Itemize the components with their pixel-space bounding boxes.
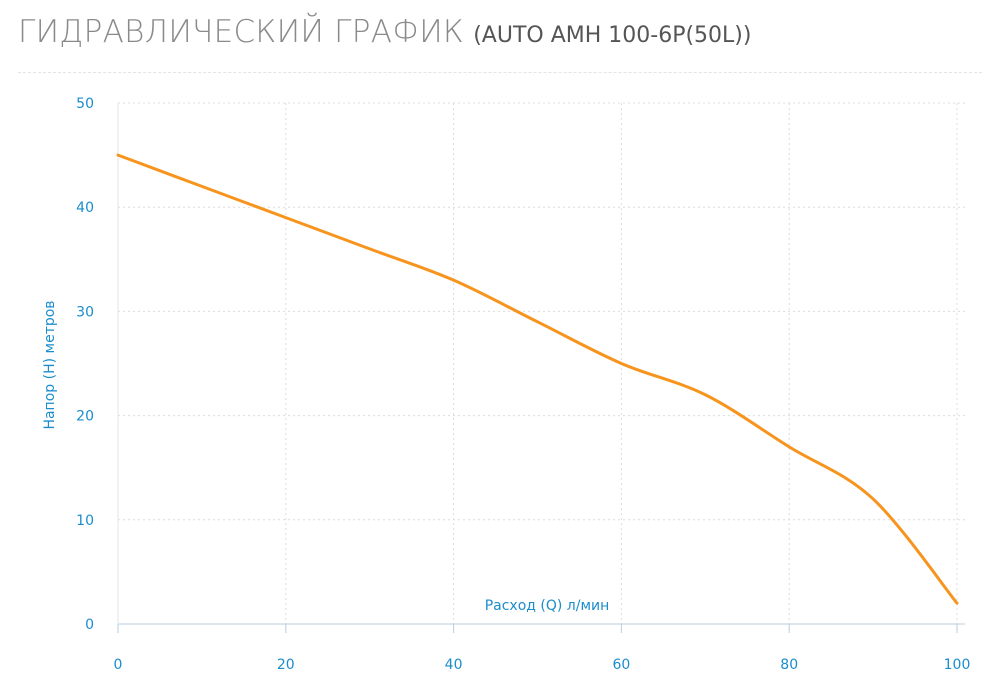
x-tick-label: 0 <box>114 657 123 673</box>
series-line <box>116 153 959 605</box>
chart-series <box>116 153 959 605</box>
y-tick-label: 10 <box>76 513 94 529</box>
y-axis-ticks: 0 10 20 30 40 50 <box>76 96 94 633</box>
y-tick-label: 30 <box>76 304 94 320</box>
x-axis-label: Расход (Q) л/мин <box>485 598 610 614</box>
header-divider <box>18 72 982 73</box>
x-tick-label: 80 <box>780 657 798 673</box>
y-tick-label: 40 <box>76 200 94 216</box>
y-tick-label: 50 <box>76 96 94 112</box>
y-tick-label: 20 <box>76 409 94 425</box>
y-axis-label: Напор (H) метров <box>42 300 58 429</box>
x-tick-label: 60 <box>612 657 630 673</box>
chart-axes <box>117 103 965 625</box>
y-tick-label: 0 <box>85 617 94 633</box>
x-tick-label: 100 <box>944 657 971 673</box>
chart-header: ГИДРАВЛИЧЕСКИЙ ГРАФИК (AUTO AMH 100-6P(5… <box>18 14 982 70</box>
x-tick-label: 40 <box>445 657 463 673</box>
page-title: ГИДРАВЛИЧЕСКИЙ ГРАФИК <box>18 14 465 50</box>
chart-grid <box>118 102 965 624</box>
model-subtitle: (AUTO AMH 100-6P(50L)) <box>473 23 752 48</box>
x-tick-label: 20 <box>277 657 295 673</box>
x-axis-ticks: 0 20 40 60 80 100 <box>114 624 971 673</box>
